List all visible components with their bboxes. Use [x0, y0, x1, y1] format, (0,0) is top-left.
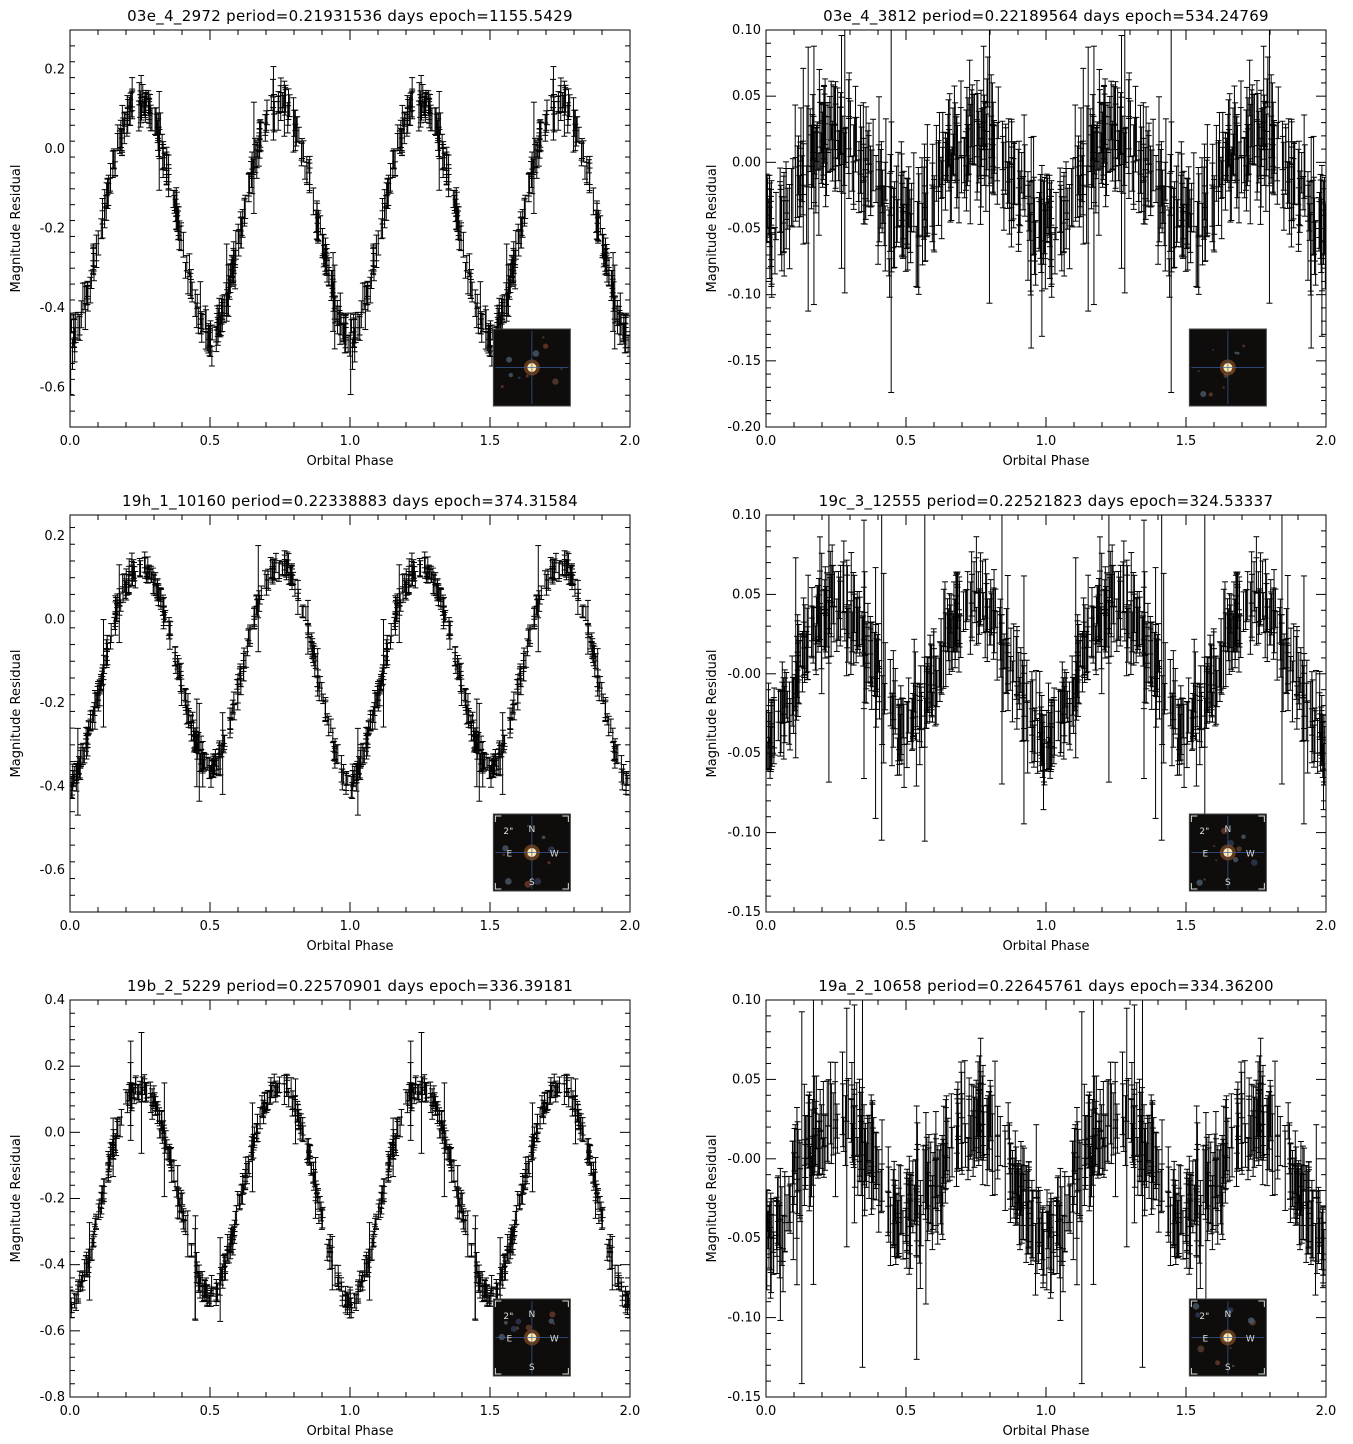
x-tick-label: 1.5: [480, 919, 501, 934]
x-tick-label: 2.0: [1316, 434, 1337, 449]
y-tick-label: -0.6: [40, 863, 65, 878]
background-star: [1223, 373, 1228, 378]
background-star: [532, 350, 540, 357]
y-tick-label: -0.10: [727, 288, 761, 303]
y-tick-label: -0.20: [727, 420, 761, 435]
x-axis-label: Orbital Phase: [306, 454, 393, 469]
x-tick-label: 0.0: [60, 434, 81, 449]
x-tick-label: 0.5: [200, 919, 221, 934]
x-tick-label: 1.0: [340, 434, 361, 449]
x-tick-label: 0.0: [756, 434, 777, 449]
x-tick-label: 0.5: [896, 434, 917, 449]
background-star: [500, 385, 504, 389]
x-tick-label: 1.0: [340, 919, 361, 934]
y-tick-label: 0.00: [732, 155, 761, 170]
y-axis-label: Magnitude Residual: [9, 650, 24, 778]
x-tick-label: 2.0: [620, 434, 641, 449]
x-tick-label: 0.5: [200, 434, 221, 449]
background-star: [1200, 390, 1207, 398]
background-star: [506, 356, 513, 363]
background-star: [1234, 351, 1238, 355]
x-tick-label: 1.5: [1176, 434, 1197, 449]
background-star: [525, 374, 529, 378]
x-axis-label: Orbital Phase: [1002, 454, 1089, 469]
y-tick-label: -0.4: [40, 301, 65, 316]
y-tick-label: -0.15: [727, 354, 761, 369]
background-star: [1236, 351, 1240, 355]
y-tick-label: 0.2: [44, 63, 65, 78]
background-star: [1230, 370, 1233, 373]
x-tick-label: 1.0: [1036, 434, 1057, 449]
y-tick-label: -0.4: [40, 780, 65, 795]
chart-title: 19h_1_10160 period=0.22338883 days epoch…: [122, 492, 578, 511]
chart-panel-2: 03e_4_3812 period=0.22189564 days epoch=…: [705, 7, 1337, 469]
y-tick-label: 0.10: [732, 23, 761, 38]
y-tick-label: -0.05: [727, 222, 761, 237]
y-tick-label: -0.2: [40, 696, 65, 711]
y-tick-label: 0.05: [732, 89, 761, 104]
y-tick-label: -0.2: [40, 222, 65, 237]
y-tick-label: 0.0: [44, 612, 65, 627]
background-star: [1197, 370, 1200, 373]
chart-panel-3: 19h_1_10160 period=0.22338883 days epoch…: [9, 492, 640, 954]
chart-panel-1: 03e_4_2972 period=0.21931536 days epoch=…: [9, 7, 640, 469]
chart-title: 03e_4_2972 period=0.21931536 days epoch=…: [127, 7, 573, 26]
background-star: [517, 376, 521, 380]
y-tick-label: -0.6: [40, 380, 65, 395]
background-star: [508, 372, 513, 378]
background-star: [1212, 348, 1215, 352]
x-tick-label: 2.0: [620, 919, 641, 934]
y-axis-label: Magnitude Residual: [9, 165, 24, 293]
x-axis-label: Orbital Phase: [306, 939, 393, 954]
background-star: [1208, 392, 1213, 397]
y-axis-label: Magnitude Residual: [705, 165, 720, 293]
y-tick-label: 0.0: [44, 142, 65, 157]
x-tick-label: 0.0: [60, 919, 81, 934]
background-star: [552, 378, 559, 385]
x-tick-label: 1.5: [480, 434, 501, 449]
data-points: [70, 66, 630, 396]
background-star: [1222, 386, 1225, 389]
sky-cutout-inset: [492, 328, 571, 407]
data-points: [766, 30, 1326, 393]
sky-cutout-inset: [1188, 328, 1267, 407]
y-tick-label: 0.2: [44, 529, 65, 544]
background-star: [542, 336, 545, 339]
background-star: [542, 343, 549, 349]
background-star: [1242, 344, 1246, 348]
data-points: [70, 545, 630, 816]
chart-title: 03e_4_3812 period=0.22189564 days epoch=…: [823, 7, 1269, 26]
